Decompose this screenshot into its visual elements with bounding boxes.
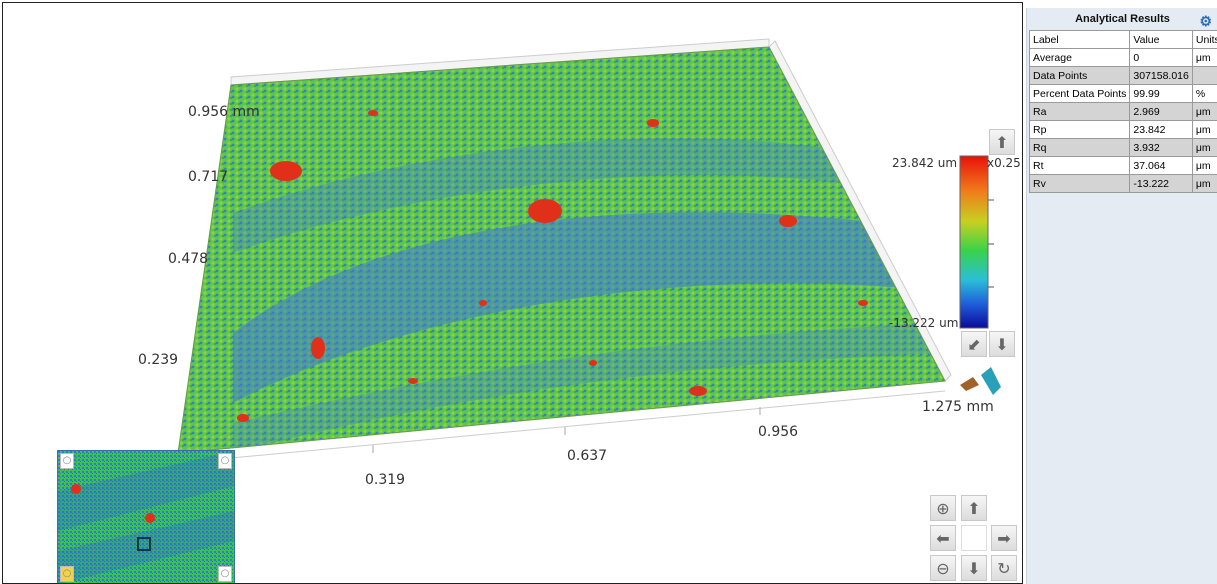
y-axis-label: 0.717 [188, 169, 229, 185]
zoom-out-icon: ⊖ [936, 558, 950, 578]
minimap[interactable]: ○ ○ ○ ○ [57, 450, 235, 583]
row-label: Rt [1028, 156, 1131, 175]
table-row[interactable]: Rp 23.842 μm [1028, 120, 1217, 139]
bulb-icon[interactable]: ○ [218, 566, 232, 582]
row-label: Rq [1028, 138, 1131, 157]
table-row[interactable]: Percent Data Points 99.99 % [1028, 84, 1217, 103]
pan-down-button[interactable]: ⬇ [961, 555, 987, 581]
table-row[interactable]: Rv -13.222 μm [1028, 174, 1217, 193]
row-units [1191, 66, 1217, 85]
y-axis-label: 0.478 [168, 251, 209, 267]
row-value: 307158.016 [1129, 66, 1193, 85]
row-label: Rp [1028, 120, 1131, 139]
surface-plot[interactable] [3, 3, 1022, 583]
colorbar-scale-label: x0.25 [987, 156, 1021, 170]
y-axis-label: 0.956 mm [188, 104, 260, 120]
arrow-right-icon: ➡ [997, 528, 1011, 548]
x-axis-label: 1.275 mm [922, 399, 994, 415]
arrow-left-icon: ⬅ [936, 528, 950, 548]
row-units: μm [1191, 138, 1217, 157]
arrow-down-icon: ⬇ [995, 334, 1009, 354]
table-row[interactable]: Rt 37.064 μm [1028, 156, 1217, 175]
pan-up-button[interactable]: ⬆ [961, 495, 987, 521]
row-units: μm [1191, 156, 1217, 175]
rough-surface [177, 46, 946, 454]
colorbar-up-button[interactable]: ⬆ [989, 129, 1015, 155]
row-value: 37.064 [1129, 156, 1193, 175]
rotate-button[interactable]: ↻ [991, 555, 1017, 581]
orientation-widget[interactable] [960, 367, 1001, 395]
colorbar-reset-button[interactable]: ⬋ [961, 331, 987, 357]
row-value: 99.99 [1129, 84, 1193, 103]
zoom-in-icon: ⊕ [936, 498, 950, 518]
colorbar-max-label: 23.842 um [892, 156, 958, 170]
rotate-icon: ⬋ [967, 334, 981, 354]
colorbar-down-button[interactable]: ⬇ [989, 331, 1015, 357]
zoom-out-button[interactable]: ⊖ [930, 555, 956, 581]
arrow-up-icon: ⬆ [967, 498, 981, 518]
y-axis-label: 0.239 [138, 352, 179, 368]
results-table: Label Value Units Average 0 μm Data Poin… [1028, 30, 1217, 193]
bulb-icon[interactable]: ○ [60, 566, 74, 582]
analytical-results-panel: Analytical Results ⚙ Label Value Units A… [1026, 8, 1217, 584]
x-axis-label: 0.637 [567, 448, 608, 464]
nav-center [961, 525, 987, 551]
table-row[interactable]: Ra 2.969 μm [1028, 102, 1217, 121]
arrow-up-icon: ⬆ [995, 132, 1009, 152]
bulb-icon[interactable]: ○ [218, 453, 232, 469]
x-axis-label: 0.319 [365, 472, 406, 488]
minimap-image [58, 451, 234, 583]
rotate-icon: ↻ [997, 558, 1011, 578]
row-units: μm [1191, 48, 1217, 67]
row-value: -13.222 [1129, 174, 1193, 193]
bulb-icon[interactable]: ○ [60, 453, 74, 469]
row-label: Data Points [1028, 66, 1131, 85]
row-units: % [1191, 84, 1217, 103]
colorbar [959, 155, 989, 329]
pan-left-button[interactable]: ⬅ [930, 525, 956, 551]
row-units: μm [1191, 102, 1217, 121]
colorbar-min-label: -13.222 um [889, 316, 959, 330]
zoom-in-button[interactable]: ⊕ [930, 495, 956, 521]
row-units: μm [1191, 120, 1217, 139]
row-value: 2.969 [1129, 102, 1193, 121]
row-label: Percent Data Points [1028, 84, 1131, 103]
table-row[interactable]: Data Points 307158.016 [1028, 66, 1217, 85]
table-header: Label Value Units [1028, 30, 1217, 49]
table-row[interactable]: Rq 3.932 μm [1028, 138, 1217, 157]
row-value: 0 [1129, 48, 1193, 67]
row-label: Ra [1028, 102, 1131, 121]
x-axis-label: 0.956 [758, 424, 799, 440]
panel-header: Analytical Results ⚙ [1027, 8, 1217, 30]
row-units: μm [1191, 174, 1217, 193]
row-label: Average [1028, 48, 1131, 67]
arrow-down-icon: ⬇ [967, 558, 981, 578]
row-value: 23.842 [1129, 120, 1193, 139]
column-header[interactable]: Value [1129, 30, 1193, 49]
panel-title: Analytical Results [1075, 13, 1170, 25]
column-header[interactable]: Label [1028, 30, 1131, 49]
gears-icon[interactable]: ⚙ [1199, 13, 1212, 29]
row-value: 3.932 [1129, 138, 1193, 157]
row-label: Rv [1028, 174, 1131, 193]
pan-right-button[interactable]: ➡ [991, 525, 1017, 551]
table-row[interactable]: Average 0 μm [1028, 48, 1217, 67]
column-header[interactable]: Units [1191, 30, 1217, 49]
surface-3d-view[interactable]: 0.956 mm 0.717 0.478 0.239 0.319 0.637 0… [2, 2, 1023, 584]
